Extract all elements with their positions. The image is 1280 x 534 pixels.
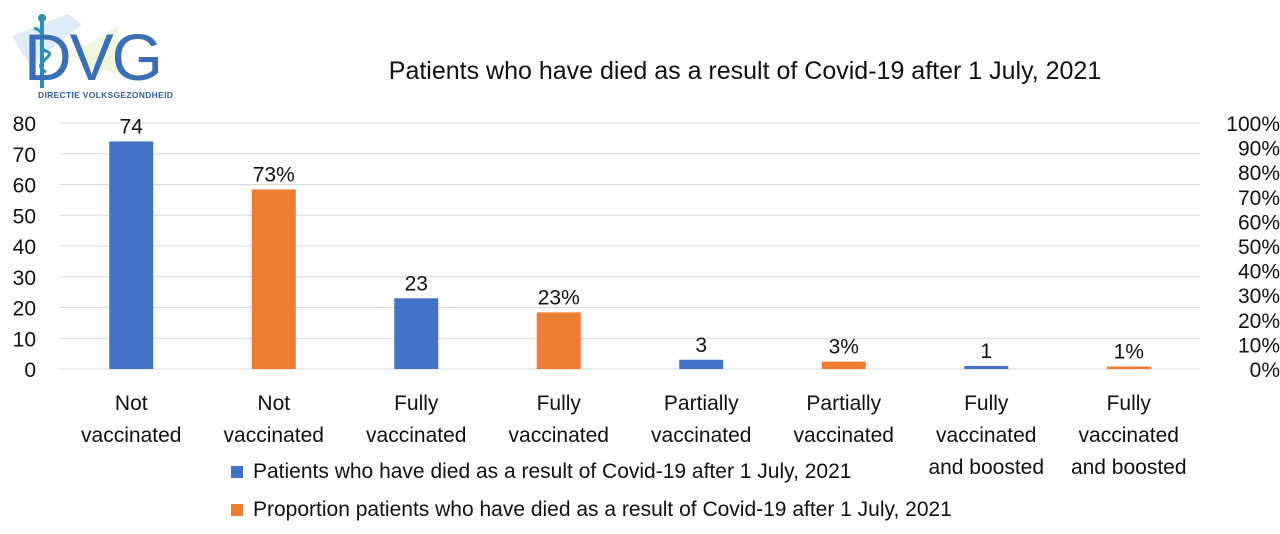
x-category-label: vaccinated — [936, 424, 1036, 447]
y-left-tick-label: 20 — [13, 298, 36, 321]
x-category-label: vaccinated — [794, 424, 894, 447]
data-label: 23% — [538, 286, 580, 309]
caduceus-icon — [12, 14, 120, 88]
logo-subtitle: DIRECTIE VOLKSGEZONDHEID — [38, 90, 174, 100]
x-category-label: and boosted — [928, 456, 1044, 479]
x-category-label: and boosted — [1071, 456, 1187, 479]
legend-item-proportion: Proportion patients who have died as a r… — [231, 498, 952, 522]
x-category-label: vaccinated — [509, 424, 609, 447]
x-category-label: Fully — [537, 392, 582, 415]
y-left-tick-label: 80 — [13, 113, 36, 136]
data-label: 1 — [980, 340, 992, 363]
x-category-label: Not — [257, 392, 290, 415]
bar-patients — [679, 359, 724, 369]
dvg-logo: DVG DIRECTIE VOLKSGEZONDHEID — [8, 6, 198, 100]
y-right-tick-label: 20% — [1238, 310, 1280, 333]
y-right-tick-label: 10% — [1238, 334, 1280, 357]
legend-swatch-blue — [231, 466, 243, 478]
bar-proportion — [821, 361, 866, 369]
y-left-tick-label: 0 — [24, 359, 36, 382]
data-label: 1% — [1114, 341, 1144, 364]
x-category-label: vaccinated — [651, 424, 751, 447]
x-category-label: vaccinated — [1079, 424, 1179, 447]
x-category-label: Partially — [664, 392, 739, 415]
bar-patients — [964, 365, 1009, 369]
x-category-label: vaccinated — [81, 424, 181, 447]
y-right-tick-label: 90% — [1238, 138, 1280, 161]
x-category-label: vaccinated — [224, 424, 324, 447]
data-label: 73% — [253, 163, 295, 186]
y-left-tick-label: 30 — [13, 267, 36, 290]
x-category-label: Fully — [394, 392, 439, 415]
y-left-tick-label: 50 — [13, 205, 36, 228]
logo-text: DVG — [24, 20, 163, 94]
x-category-label: Not — [115, 392, 148, 415]
bar-proportion — [251, 189, 296, 369]
legend-label-patients: Patients who have died as a result of Co… — [253, 460, 852, 483]
bar-proportion — [536, 312, 581, 369]
y-right-tick-label: 70% — [1238, 187, 1280, 210]
y-left-tick-label: 70 — [13, 144, 36, 167]
legend-swatch-orange — [231, 504, 243, 516]
x-category-label: vaccinated — [366, 424, 466, 447]
x-category-label: Fully — [1107, 392, 1152, 415]
y-right-tick-label: 0% — [1250, 359, 1280, 382]
chart-title: Patients who have died as a result of Co… — [389, 57, 1101, 85]
bar-patients — [394, 298, 439, 369]
bar-proportion — [1106, 366, 1151, 369]
y-right-tick-label: 30% — [1238, 285, 1280, 308]
data-label: 23 — [405, 272, 428, 295]
y-right-tick-label: 80% — [1238, 162, 1280, 185]
bar-patients — [109, 141, 154, 369]
x-category-label: Partially — [806, 392, 881, 415]
legend-item-patients: Patients who have died as a result of Co… — [231, 460, 851, 484]
y-right-tick-label: 40% — [1238, 261, 1280, 284]
y-right-tick-label: 60% — [1238, 211, 1280, 234]
x-category-label: Fully — [964, 392, 1009, 415]
y-left-tick-label: 60 — [13, 175, 36, 198]
legend-label-proportion: Proportion patients who have died as a r… — [253, 498, 952, 521]
y-right-tick-label: 100% — [1226, 113, 1280, 136]
data-label: 3% — [829, 336, 859, 359]
data-label: 3 — [695, 334, 707, 357]
y-left-tick-label: 10 — [13, 328, 36, 351]
y-left-tick-label: 40 — [13, 236, 36, 259]
data-label: 74 — [120, 115, 144, 138]
y-right-tick-label: 50% — [1238, 236, 1280, 259]
